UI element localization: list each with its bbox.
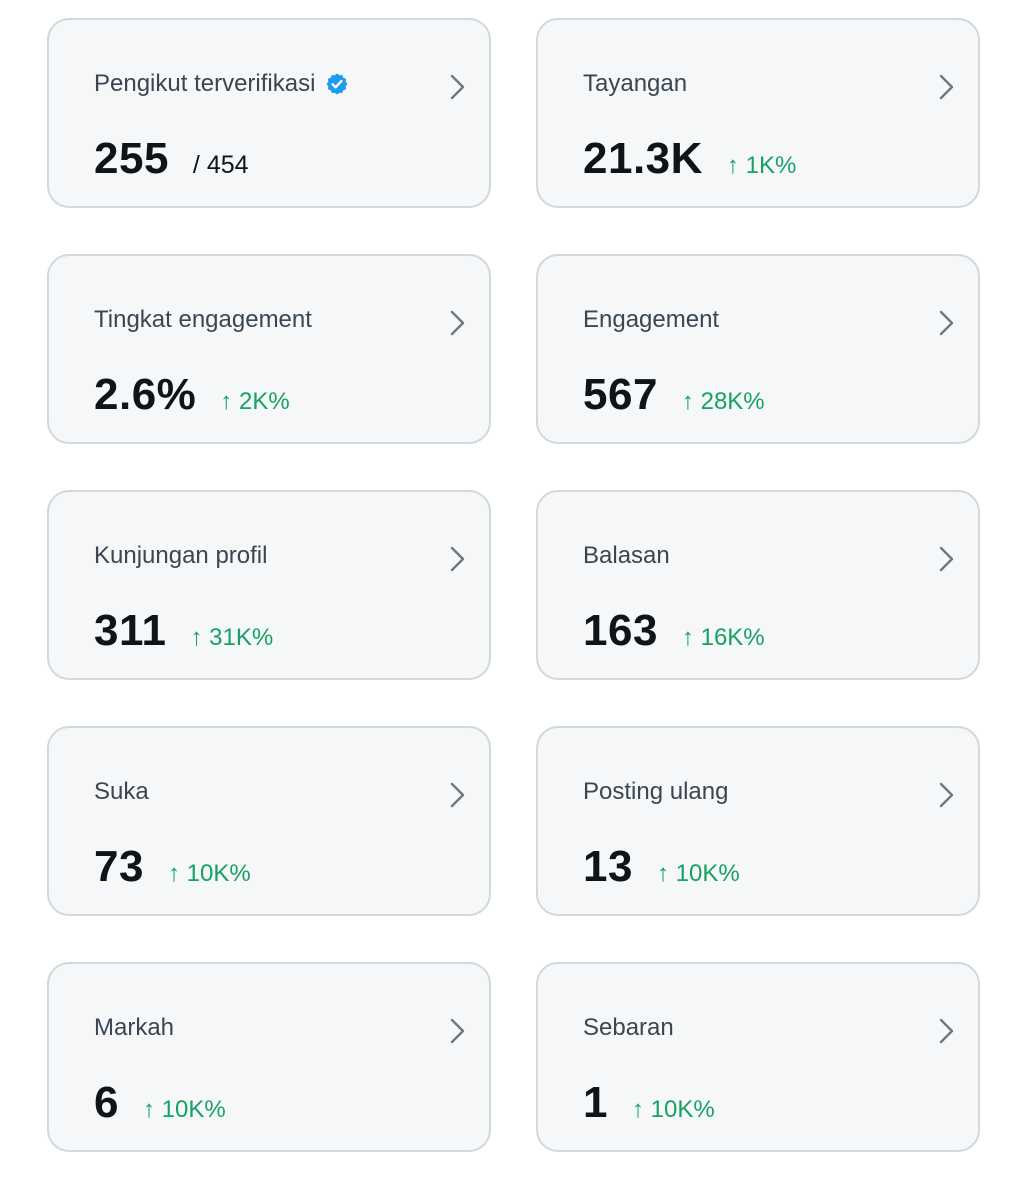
metrics-grid: Pengikut terverifikasi 255 / 454 Tayanga… xyxy=(47,18,980,1152)
metric-change: ↑ 1K% xyxy=(726,152,797,179)
metric-value: 2.6% xyxy=(94,370,197,419)
chevron-right-icon xyxy=(450,546,465,572)
card-title-row: Balasan xyxy=(583,542,670,570)
value-row: 255 / 454 xyxy=(94,134,249,184)
card-title: Suka xyxy=(94,778,149,805)
metric-card-shares[interactable]: Sebaran 1 ↑ 10K% xyxy=(536,962,980,1152)
value-row: 2.6% ↑ 2K% xyxy=(94,370,290,420)
card-title: Tingkat engagement xyxy=(94,306,312,333)
metric-card-reposts[interactable]: Posting ulang 13 ↑ 10K% xyxy=(536,726,980,916)
card-title: Markah xyxy=(94,1014,175,1041)
metric-card-engagement[interactable]: Engagement 567 ↑ 28K% xyxy=(536,254,980,444)
verified-badge-icon xyxy=(326,73,348,95)
card-title: Pengikut terverifikasi xyxy=(94,70,316,97)
card-title-row: Pengikut terverifikasi xyxy=(94,70,349,98)
chevron-right-icon xyxy=(939,310,954,336)
metric-card-bookmarks[interactable]: Markah 6 ↑ 10K% xyxy=(47,962,491,1152)
metric-change: ↑ 28K% xyxy=(681,388,765,415)
metric-change: ↑ 10K% xyxy=(142,1096,226,1123)
card-title: Posting ulang xyxy=(583,778,729,805)
metric-change: ↑ 16K% xyxy=(681,624,765,651)
metric-value: 311 xyxy=(94,606,167,655)
card-title-row: Engagement xyxy=(583,306,719,334)
chevron-right-icon xyxy=(450,1018,465,1044)
chevron-right-icon xyxy=(939,546,954,572)
metric-card-replies[interactable]: Balasan 163 ↑ 16K% xyxy=(536,490,980,680)
metric-card-impressions[interactable]: Tayangan 21.3K ↑ 1K% xyxy=(536,18,980,208)
value-row: 6 ↑ 10K% xyxy=(94,1078,226,1128)
card-title: Tayangan xyxy=(583,70,688,97)
value-row: 21.3K ↑ 1K% xyxy=(583,134,796,184)
card-title-row: Posting ulang xyxy=(583,778,728,806)
metric-change: ↑ 31K% xyxy=(190,624,274,651)
metric-value: 1 xyxy=(583,1078,608,1127)
card-title: Balasan xyxy=(583,542,670,569)
metric-card-profile-visits[interactable]: Kunjungan profil 311 ↑ 31K% xyxy=(47,490,491,680)
value-row: 73 ↑ 10K% xyxy=(94,842,251,892)
card-title-row: Markah xyxy=(94,1014,174,1042)
card-title-row: Sebaran xyxy=(583,1014,674,1042)
metric-card-verified-followers[interactable]: Pengikut terverifikasi 255 / 454 xyxy=(47,18,491,208)
metric-total: / 454 xyxy=(192,151,249,179)
card-title: Kunjungan profil xyxy=(94,542,268,569)
metric-change: ↑ 10K% xyxy=(631,1096,715,1123)
value-row: 13 ↑ 10K% xyxy=(583,842,740,892)
metric-value: 567 xyxy=(583,370,658,419)
chevron-right-icon xyxy=(939,1018,954,1044)
metric-value: 6 xyxy=(94,1078,119,1127)
metric-change: ↑ 10K% xyxy=(656,860,740,887)
metric-value: 13 xyxy=(583,842,633,891)
chevron-right-icon xyxy=(939,782,954,808)
value-row: 1 ↑ 10K% xyxy=(583,1078,715,1128)
metric-card-engagement-rate[interactable]: Tingkat engagement 2.6% ↑ 2K% xyxy=(47,254,491,444)
metric-change: ↑ 2K% xyxy=(220,388,290,415)
metric-card-likes[interactable]: Suka 73 ↑ 10K% xyxy=(47,726,491,916)
metric-value: 255 xyxy=(94,134,169,183)
value-row: 567 ↑ 28K% xyxy=(583,370,765,420)
value-row: 163 ↑ 16K% xyxy=(583,606,765,656)
metric-value: 73 xyxy=(94,842,144,891)
card-title-row: Suka xyxy=(94,778,149,806)
value-row: 311 ↑ 31K% xyxy=(94,606,273,656)
chevron-right-icon xyxy=(450,74,465,100)
card-title-row: Tingkat engagement xyxy=(94,306,312,334)
chevron-right-icon xyxy=(450,310,465,336)
card-title: Sebaran xyxy=(583,1014,674,1041)
metric-value: 21.3K xyxy=(583,134,703,183)
card-title: Engagement xyxy=(583,306,720,333)
card-title-row: Tayangan xyxy=(583,70,687,98)
card-title-row: Kunjungan profil xyxy=(94,542,267,570)
chevron-right-icon xyxy=(450,782,465,808)
chevron-right-icon xyxy=(939,74,954,100)
metric-change: ↑ 10K% xyxy=(167,860,251,887)
metric-value: 163 xyxy=(583,606,658,655)
